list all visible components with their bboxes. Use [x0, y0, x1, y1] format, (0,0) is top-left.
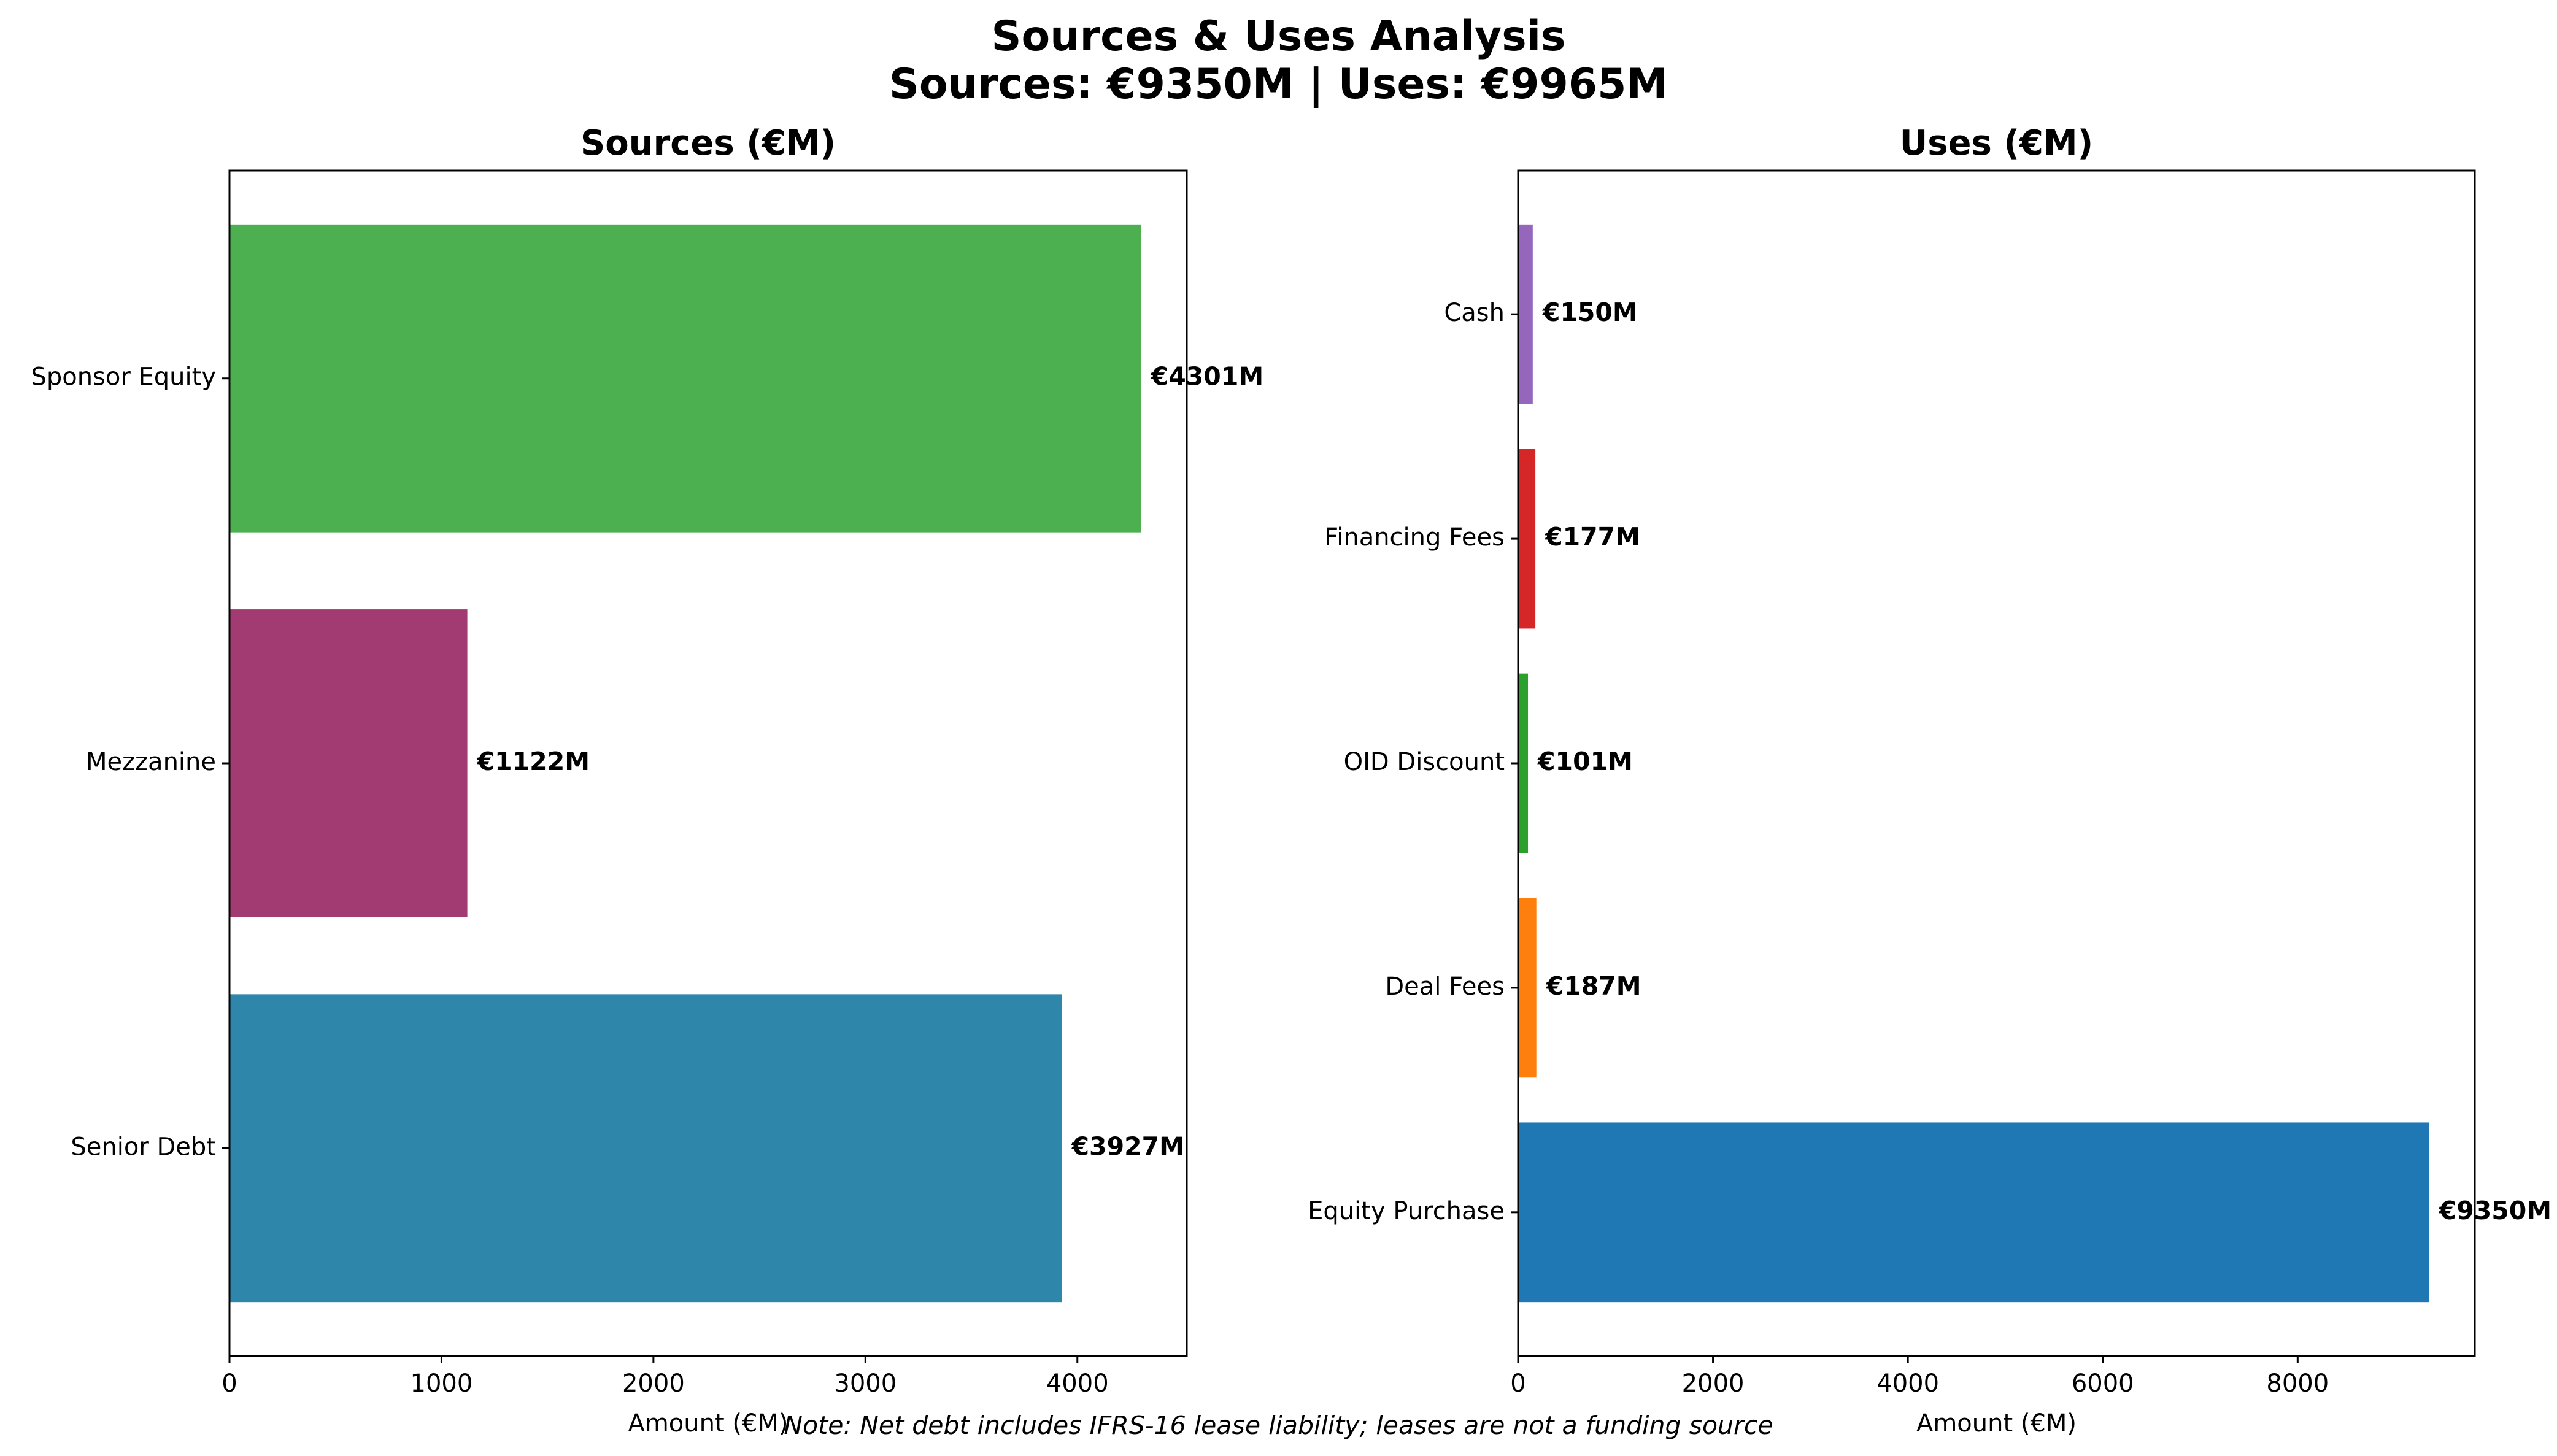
xtick-label-8000: 8000	[2266, 1369, 2329, 1398]
footnote: Note: Net debt includes IFRS-16 lease li…	[784, 1411, 1773, 1440]
xtick-label-4000: 4000	[1046, 1369, 1109, 1398]
xtick-label-3000: 3000	[834, 1369, 897, 1398]
data-label-senior-debt: €3927M	[1071, 1131, 1184, 1161]
category-label-mezzanine: Mezzanine	[86, 748, 216, 776]
xtick-label-0: 0	[222, 1369, 237, 1398]
category-label-cash: Cash	[1444, 299, 1505, 327]
bar-financing-fees	[1518, 449, 1536, 629]
category-label-financing-fees: Financing Fees	[1324, 523, 1505, 552]
bar-sponsor-equity	[229, 224, 1141, 533]
data-label-cash: €150M	[1542, 298, 1638, 327]
data-label-oid-discount: €101M	[1537, 747, 1633, 776]
category-label-sponsor-equity: Sponsor Equity	[31, 363, 216, 391]
bar-deal-fees	[1518, 898, 1537, 1078]
xtick-label-0: 0	[1510, 1369, 1525, 1398]
xtick-label-2000: 2000	[1682, 1369, 1745, 1398]
x-axis-label-sources: Amount (€M)	[628, 1409, 788, 1438]
x-axis-label-uses: Amount (€M)	[1916, 1409, 2077, 1438]
category-label-oid-discount: OID Discount	[1344, 748, 1505, 776]
xtick-label-1000: 1000	[411, 1369, 473, 1398]
data-label-deal-fees: €187M	[1546, 971, 1641, 1001]
panel-title-sources: Sources (€M)	[580, 123, 836, 163]
bar-equity-purchase	[1518, 1122, 2429, 1303]
data-label-sponsor-equity: €4301M	[1151, 362, 1263, 391]
xtick-label-4000: 4000	[1876, 1369, 1939, 1398]
category-label-senior-debt: Senior Debt	[71, 1133, 216, 1161]
bar-mezzanine	[229, 609, 468, 917]
suptitle-line-1: Sources & Uses Analysis	[991, 12, 1566, 61]
bar-senior-debt	[229, 994, 1062, 1303]
suptitle-line-2: Sources: €9350M | Uses: €9965M	[889, 60, 1668, 109]
data-label-equity-purchase: €9350M	[2439, 1196, 2551, 1225]
category-label-deal-fees: Deal Fees	[1385, 973, 1505, 1001]
category-label-equity-purchase: Equity Purchase	[1308, 1197, 1505, 1225]
panel-title-uses: Uses (€M)	[1900, 123, 2094, 163]
xtick-label-6000: 6000	[2072, 1369, 2134, 1398]
xtick-label-2000: 2000	[622, 1369, 685, 1398]
data-label-mezzanine: €1122M	[477, 747, 590, 776]
bar-cash	[1518, 224, 1533, 404]
bar-oid-discount	[1518, 673, 1529, 853]
data-label-financing-fees: €177M	[1545, 522, 1640, 552]
